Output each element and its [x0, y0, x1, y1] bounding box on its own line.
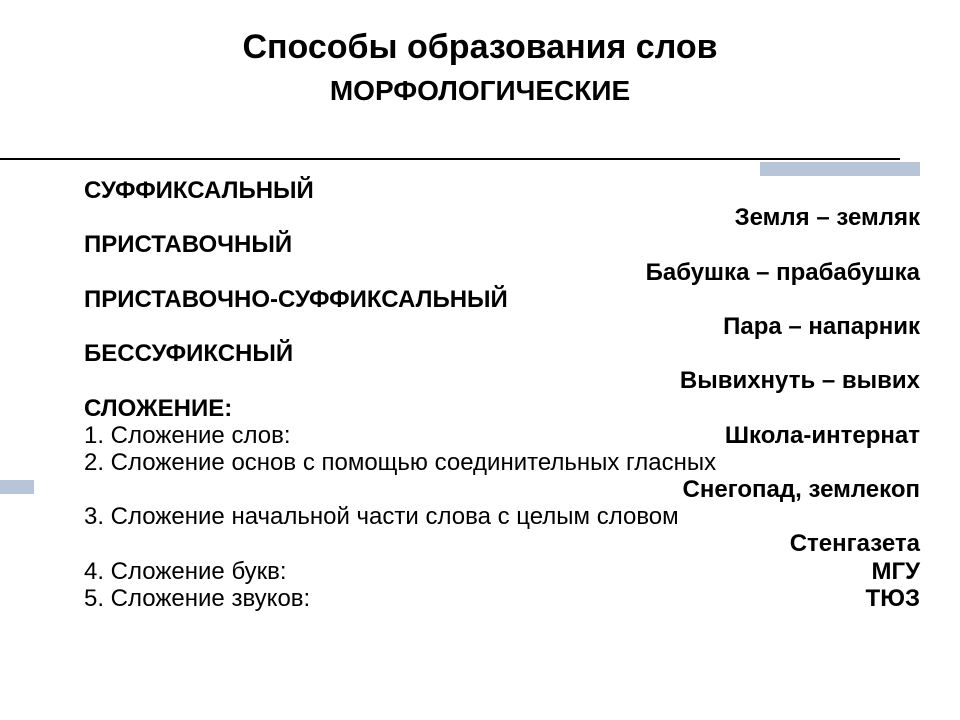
- body-left: СЛОЖЕНИЕ:: [84, 396, 232, 421]
- body-right: Вывихнуть – вывих: [680, 368, 920, 393]
- body-line: 4. Сложение букв: МГУ: [84, 559, 920, 584]
- body-left: [84, 314, 91, 339]
- body-left: [84, 260, 91, 285]
- body-line: 5. Сложение звуков: ТЮЗ: [84, 586, 920, 611]
- body-line: 2. Сложение основ с помощью соединительн…: [84, 450, 920, 475]
- body-right: МГУ: [871, 559, 920, 584]
- content-area: СУФФИКСАЛЬНЫЙ Земля – земляк ПРИСТАВОЧНЫЙ…: [84, 178, 920, 613]
- body-left: 3. Сложение начальной части слова с целы…: [84, 504, 679, 529]
- body-left: [84, 205, 91, 230]
- body-line: Стенгазета: [84, 531, 920, 556]
- divider-accent: [760, 162, 920, 176]
- slide-title: Способы образования слов: [0, 0, 960, 67]
- body-line: Снегопад, землекоп: [84, 477, 920, 502]
- body-left: ПРИСТАВОЧНО-СУФФИКСАЛЬНЫЙ: [84, 287, 508, 312]
- body-line: Бабушка – прабабушка: [84, 260, 920, 285]
- body-right: ТЮЗ: [866, 586, 920, 611]
- left-accent-bar: [0, 480, 34, 494]
- body-left: [84, 368, 91, 393]
- body-left: СУФФИКСАЛЬНЫЙ: [84, 178, 314, 203]
- body-left: [84, 531, 91, 556]
- body-line: 1. Сложение слов: Школа-интернат: [84, 423, 920, 448]
- body-left: 5. Сложение звуков:: [84, 586, 310, 611]
- body-left: ПРИСТАВОЧНЫЙ: [84, 232, 292, 257]
- body-right: Стенгазета: [790, 531, 920, 556]
- body-left: [84, 477, 91, 502]
- body-left: 2. Сложение основ с помощью соединительн…: [84, 450, 716, 475]
- body-right: Бабушка – прабабушка: [646, 260, 920, 285]
- divider-line: [0, 158, 900, 160]
- body-left: 1. Сложение слов:: [84, 423, 290, 448]
- body-line: 3. Сложение начальной части слова с целы…: [84, 504, 920, 529]
- body-line: Вывихнуть – вывих: [84, 368, 920, 393]
- body-right: Пара – напарник: [723, 314, 920, 339]
- body-line: ПРИСТАВОЧНО-СУФФИКСАЛЬНЫЙ: [84, 287, 920, 312]
- body-line: Пара – напарник: [84, 314, 920, 339]
- body-line: Земля – земляк: [84, 205, 920, 230]
- body-line: БЕССУФИКСНЫЙ: [84, 341, 920, 366]
- slide: Способы образования слов МОРФОЛОГИЧЕСКИЕ…: [0, 0, 960, 720]
- body-right: Школа-интернат: [725, 423, 920, 448]
- body-line: СУФФИКСАЛЬНЫЙ: [84, 178, 920, 203]
- body-left: БЕССУФИКСНЫЙ: [84, 341, 293, 366]
- body-line: СЛОЖЕНИЕ:: [84, 396, 920, 421]
- body-right: Снегопад, землекоп: [683, 477, 920, 502]
- body-line: ПРИСТАВОЧНЫЙ: [84, 232, 920, 257]
- slide-subtitle: МОРФОЛОГИЧЕСКИЕ: [0, 75, 960, 107]
- body-right: Земля – земляк: [735, 205, 920, 230]
- body-left: 4. Сложение букв:: [84, 559, 287, 584]
